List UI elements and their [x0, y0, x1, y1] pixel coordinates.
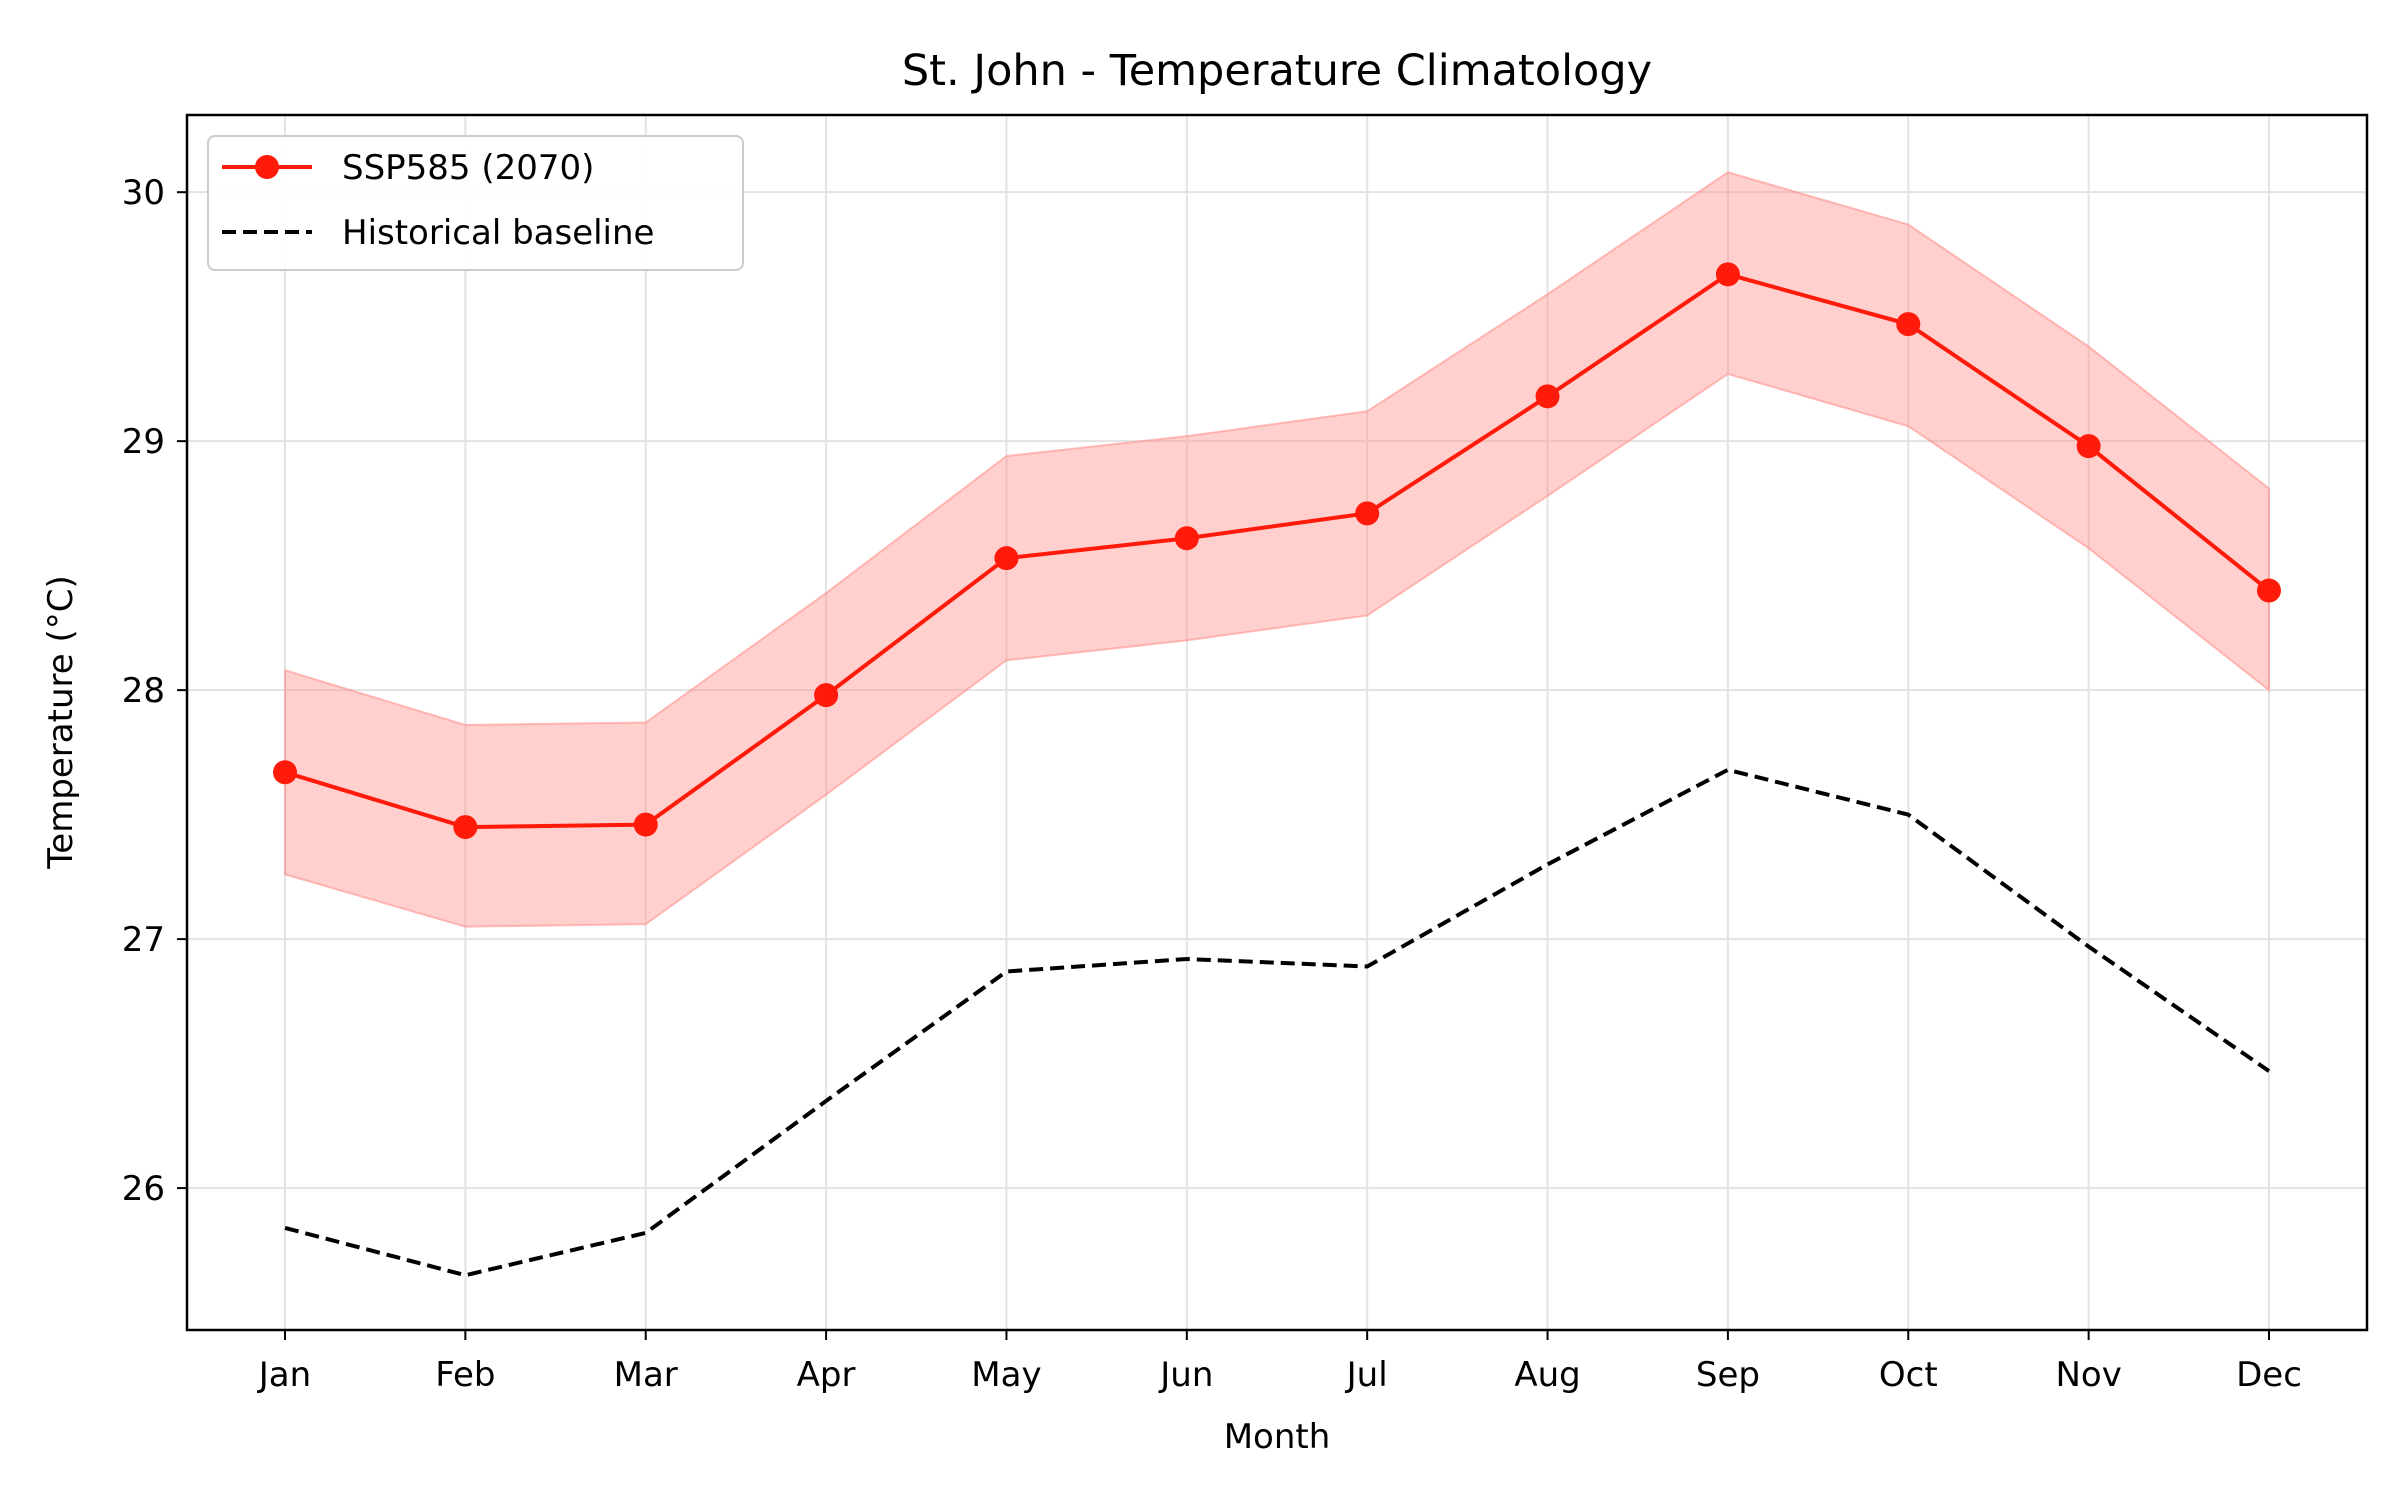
ssp585-point	[1174, 526, 1199, 551]
ssp585-point	[2076, 434, 2101, 459]
x-tick-label: Feb	[435, 1355, 495, 1395]
x-tick-label: Aug	[1514, 1355, 1580, 1395]
y-tick-label: 29	[122, 422, 165, 462]
x-tick-label: Jun	[1158, 1355, 1213, 1395]
y-tick-label: 27	[122, 920, 165, 960]
y-axis-label: Temperature (°C)	[41, 575, 81, 869]
x-tick-label: Dec	[2236, 1355, 2302, 1395]
legend-historical-label: Historical baseline	[342, 213, 654, 253]
x-tick-label: Oct	[1879, 1355, 1938, 1395]
ssp585-point	[814, 683, 839, 708]
x-tick-label: Mar	[614, 1355, 678, 1395]
confidence-band	[284, 171, 2270, 928]
grid	[187, 115, 2367, 1330]
y-tick-label: 30	[122, 173, 165, 213]
y-tick-label: 26	[122, 1169, 165, 1209]
ssp585-point	[1715, 262, 1740, 287]
ssp585-point	[1535, 384, 1560, 409]
x-tick-label: Jul	[1345, 1355, 1388, 1395]
legend-box	[207, 135, 744, 271]
y-axis-ticks: 26 27 28 29 30	[122, 173, 187, 1209]
y-tick-label: 28	[122, 671, 165, 711]
historical-baseline-line	[284, 767, 2271, 1278]
series-markers	[273, 262, 2281, 840]
ssp585-point	[1896, 312, 1921, 337]
legend: SSP585 (2070) Historical baseline	[207, 135, 744, 271]
ssp585-point	[1355, 501, 1380, 526]
ssp585-line	[284, 272, 2271, 830]
ssp585-point	[994, 546, 1019, 571]
series-lines	[284, 272, 2271, 1278]
x-axis-label: Month	[1224, 1417, 1331, 1457]
ssp585-range-band	[284, 171, 2270, 928]
ssp585-point	[2257, 578, 2281, 603]
chart-title: St. John - Temperature Climatology	[902, 46, 1652, 96]
x-axis-ticks: Jan Feb Mar Apr May Jun Jul Aug Sep Oct Nov Dec	[257, 1330, 2302, 1395]
x-tick-label: Jan	[257, 1355, 311, 1395]
plot-area-frame	[185, 113, 2369, 1332]
x-tick-label: Apr	[797, 1355, 856, 1395]
legend-ssp585-label: SSP585 (2070)	[342, 148, 594, 188]
x-tick-label: Nov	[2055, 1355, 2121, 1395]
ssp585-point	[453, 815, 478, 840]
ssp585-point	[273, 760, 297, 785]
legend-ssp585-marker	[255, 155, 279, 179]
x-tick-label: Sep	[1696, 1355, 1760, 1395]
x-tick-label: May	[971, 1355, 1041, 1395]
ssp585-point	[633, 812, 658, 837]
